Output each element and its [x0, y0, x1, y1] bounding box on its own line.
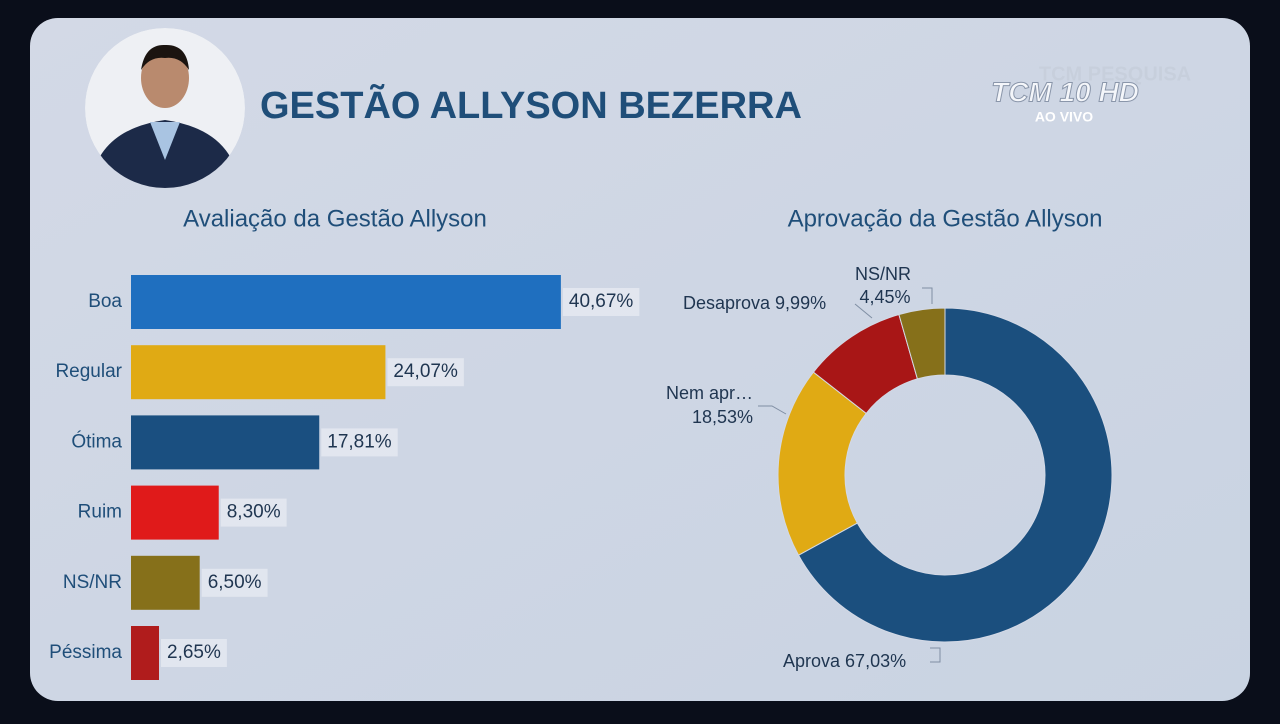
data-label-value: 18,53% [692, 407, 753, 427]
chart-title: Aprovação da Gestão Allyson [788, 205, 1103, 232]
value-label-bg [220, 498, 287, 527]
leader-line [854, 303, 873, 319]
value-label-bg [201, 568, 268, 597]
bar [131, 555, 200, 610]
value-label-bg [387, 358, 464, 387]
donut-slice [797, 307, 1113, 643]
data-label-value: 67,03% [845, 651, 906, 671]
logo-status: AO VIVO [1035, 109, 1093, 125]
data-label-value: 4,45% [859, 287, 910, 307]
y-tick-label: Boa [88, 291, 122, 312]
bar [131, 275, 561, 329]
logo-brand: TCM PESQUISA [1039, 63, 1191, 85]
chart-title: Avaliação da Gestão Allyson [183, 205, 487, 232]
value-label: 8,30% [227, 502, 281, 523]
data-label-value: 9,99% [775, 293, 826, 313]
bar [131, 485, 219, 540]
value-label: 24,07% [393, 361, 458, 382]
value-label: 40,67% [569, 291, 634, 312]
leader-line [930, 647, 941, 663]
photo [85, 28, 245, 188]
data-label-category: Aprova [783, 651, 841, 671]
bar [131, 626, 160, 680]
y-tick-label: Ruim [78, 502, 122, 523]
value-label-bg [161, 639, 227, 667]
bar [131, 345, 386, 400]
value-label: 17,81% [327, 431, 392, 452]
page-title: GESTÃO ALLYSON BEZERRA [260, 83, 802, 127]
data-label-category: Desaprova [683, 293, 771, 313]
y-tick-label: Péssima [49, 642, 122, 663]
y-tick-label: Ótima [71, 430, 122, 452]
y-tick-label: Regular [55, 361, 122, 382]
donut-slice [898, 307, 946, 380]
panel [30, 18, 1250, 701]
data-label-category: NS/NR [855, 264, 911, 284]
value-label-bg [562, 288, 640, 316]
donut-slice [777, 371, 867, 556]
value-label: 2,65% [167, 642, 221, 663]
data-label-category: Nem apr… [666, 383, 753, 403]
leader-line [922, 287, 933, 304]
logo-channel: TCM 10 HD [991, 76, 1139, 107]
y-tick-label: NS/NR [63, 572, 122, 593]
value-label: 6,50% [208, 572, 262, 593]
value-label-bg [321, 428, 398, 457]
leader-line [758, 405, 787, 415]
bar [131, 415, 320, 470]
